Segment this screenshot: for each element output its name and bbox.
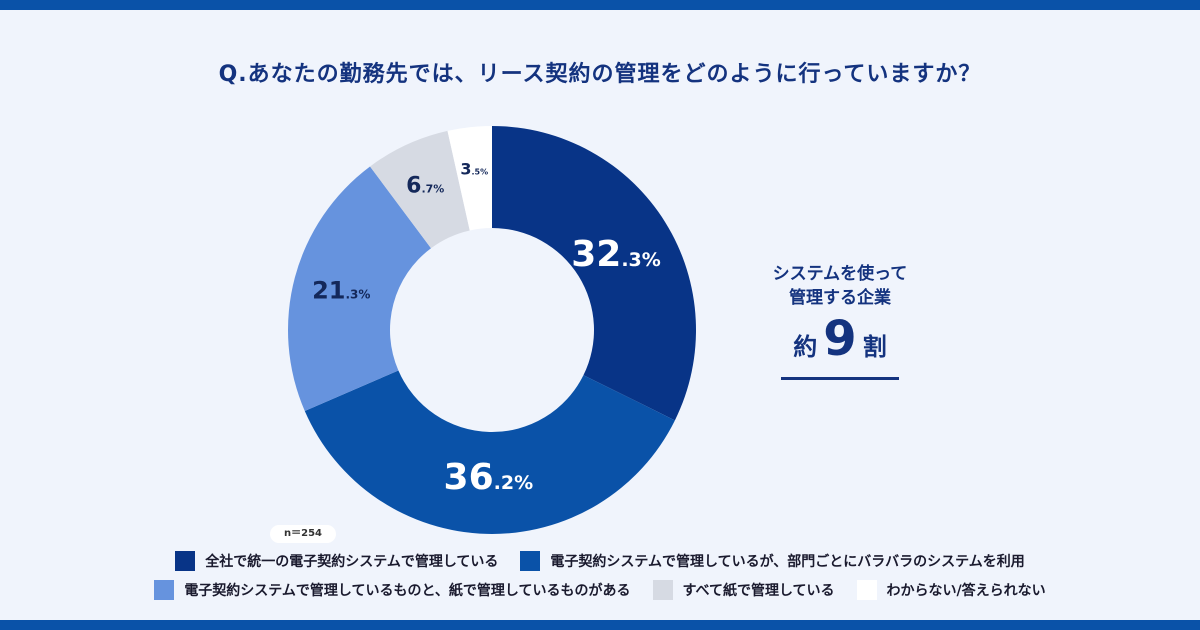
- donut-slice: [288, 166, 432, 412]
- donut-slice: [447, 126, 492, 231]
- legend-label: 全社で統一の電子契約システムで管理している: [205, 554, 499, 570]
- legend-swatch: [154, 580, 175, 600]
- legend-item: すべて紙で管理している: [652, 580, 835, 600]
- callout-suffix: 割: [862, 333, 887, 361]
- callout-line1: システムを使って: [772, 264, 908, 284]
- callout-number: 9: [823, 311, 857, 367]
- donut-slice: [492, 126, 696, 421]
- legend-swatch: [175, 551, 196, 571]
- bottom-frame-bar: [0, 620, 1200, 630]
- legend-item: 電子契約システムで管理しているが、部門ごとにバラバラのシステムを利用: [520, 551, 1025, 571]
- slice-value-label: 32.3%: [571, 234, 661, 275]
- slice-value-label: 3.5%: [460, 160, 488, 179]
- legend-row-1: 全社で統一の電子契約システムで管理している 電子契約システムで管理しているが、部…: [0, 551, 1200, 571]
- legend-label: 電子契約システムで管理しているが、部門ごとにバラバラのシステムを利用: [550, 554, 1025, 570]
- legend-swatch: [856, 580, 877, 600]
- callout-line2: 管理する企業: [789, 288, 891, 308]
- legend-label: わからない/答えられない: [886, 583, 1046, 599]
- legend-swatch: [652, 580, 673, 600]
- legend-label: 電子契約システムで管理しているものと、紙で管理しているものがある: [184, 583, 631, 599]
- slice-value-label: 6.7%: [406, 174, 444, 199]
- top-frame-bar: [0, 0, 1200, 10]
- legend-row-2: 電子契約システムで管理しているものと、紙で管理しているものがある すべて紙で管理…: [0, 580, 1200, 600]
- callout-underline: [781, 377, 899, 380]
- donut-slice: [304, 370, 675, 535]
- legend-item: 電子契約システムで管理しているものと、紙で管理しているものがある: [154, 580, 631, 600]
- donut-slice: [370, 130, 470, 249]
- legend-label: すべて紙で管理している: [682, 583, 835, 599]
- slice-value-label: 21.3%: [312, 276, 370, 304]
- sample-size-badge: n＝254: [270, 525, 336, 543]
- question-title: Q.あなたの勤務先では、リース契約の管理をどのように行っていますか？: [218, 62, 982, 87]
- callout-prefix: 約: [793, 333, 818, 361]
- legend-item: わからない/答えられない: [856, 580, 1046, 600]
- legend-swatch: [520, 551, 541, 571]
- slice-value-label: 36.2%: [444, 457, 534, 498]
- legend-item: 全社で統一の電子契約システムで管理している: [175, 551, 498, 571]
